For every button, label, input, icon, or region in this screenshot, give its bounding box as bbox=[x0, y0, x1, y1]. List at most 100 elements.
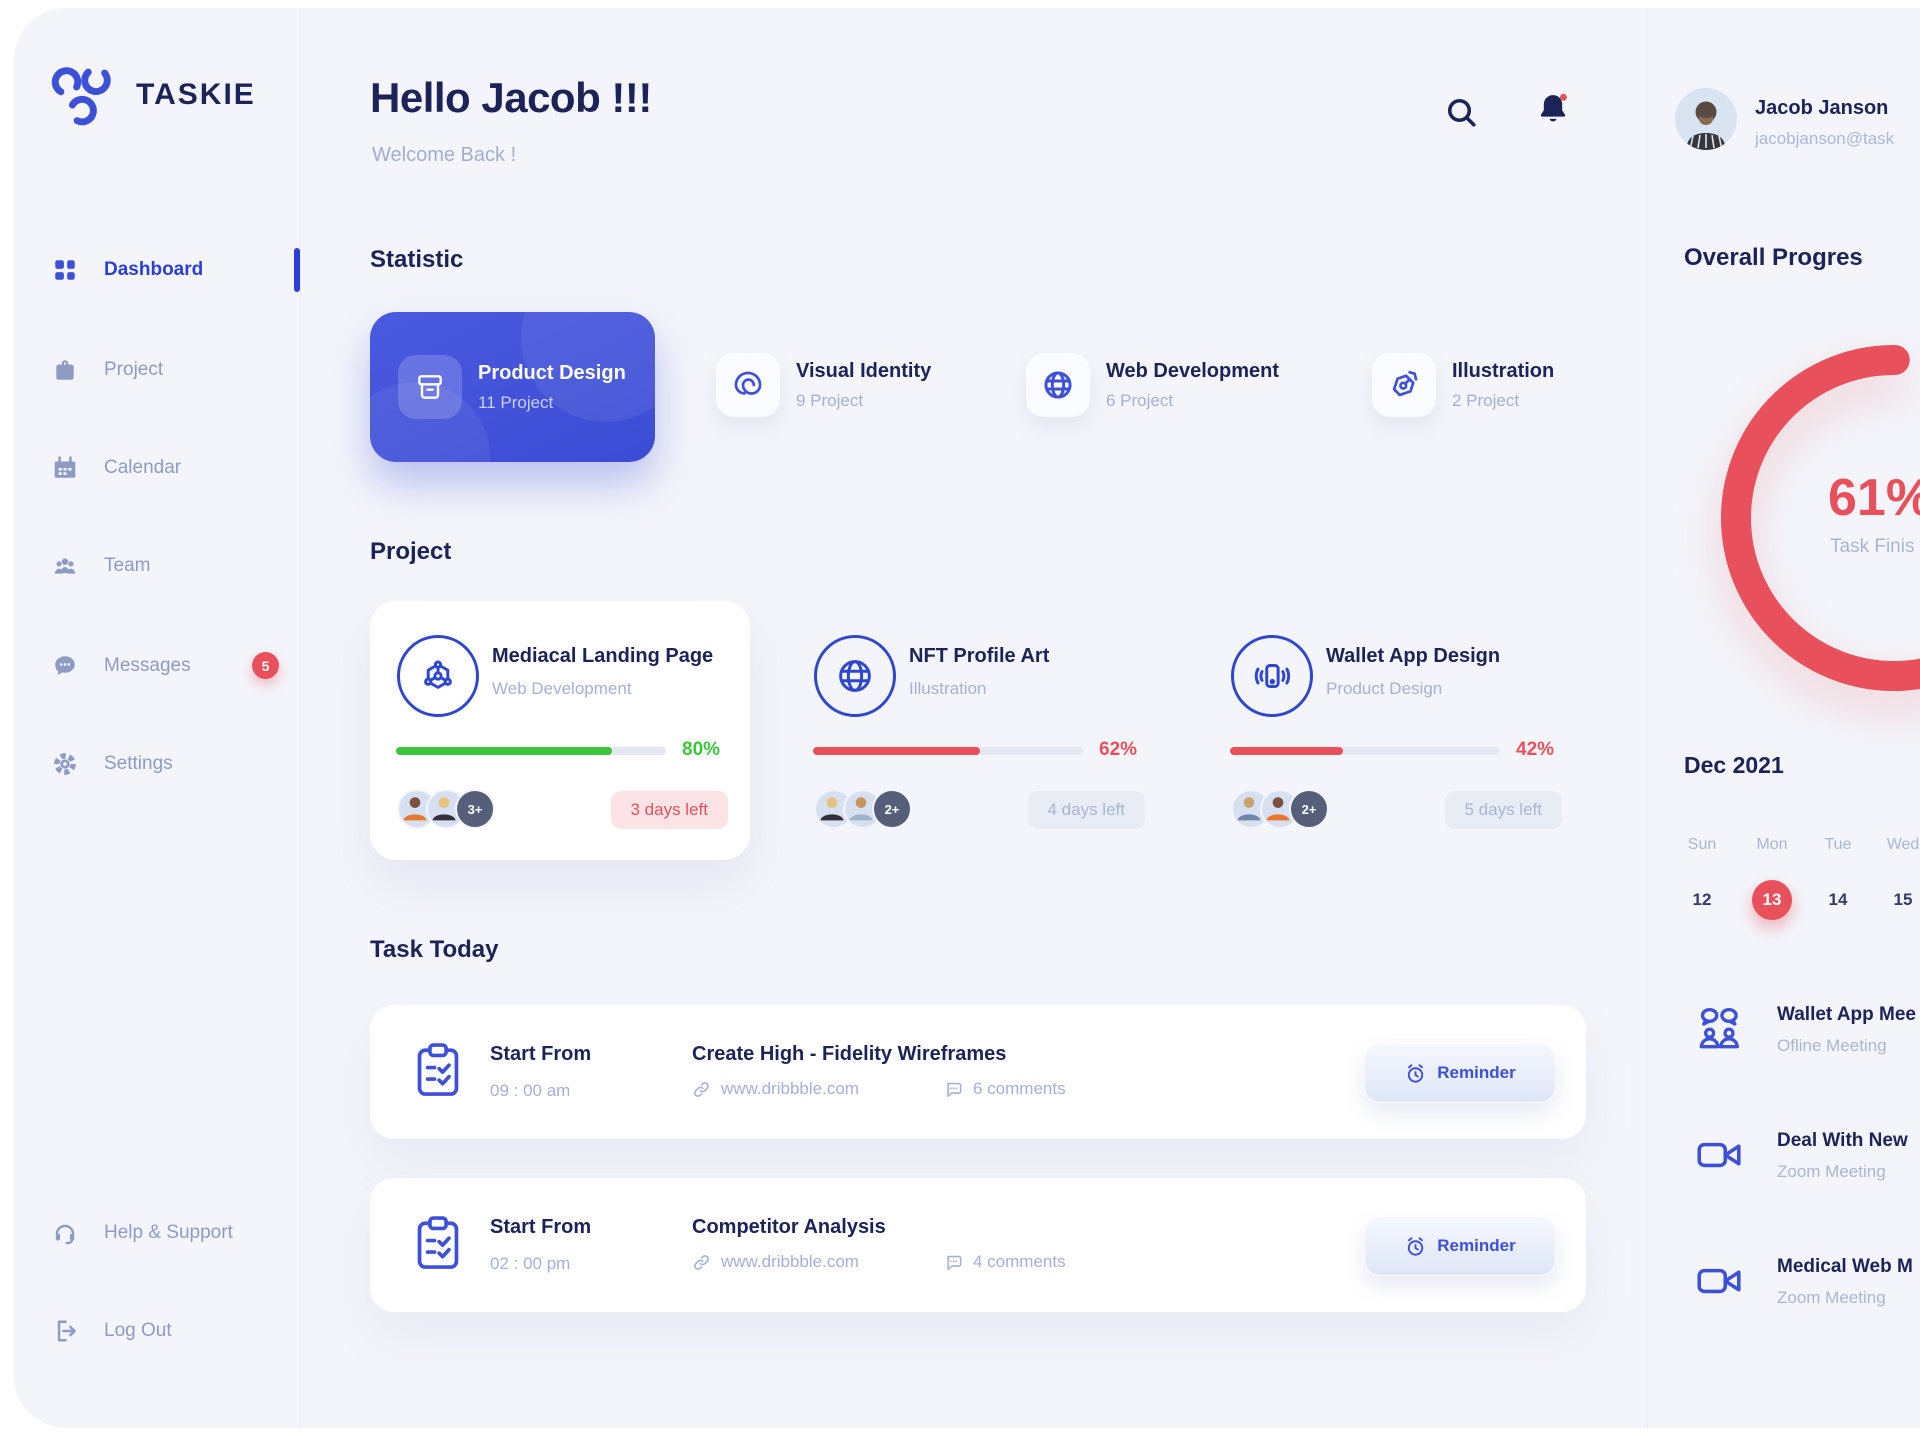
sidebar-item-label: Project bbox=[104, 359, 164, 380]
stat-card-title: Web Development bbox=[1106, 359, 1279, 382]
overall-progress-title: Overall Progres bbox=[1684, 244, 1863, 271]
task-start-label: Start From bbox=[490, 1216, 592, 1238]
avatar-group: 2+ bbox=[814, 789, 912, 829]
days-left-badge: 4 days left bbox=[1027, 791, 1145, 829]
avatar-group: 2+ bbox=[1231, 789, 1329, 829]
task-start-label: Start From bbox=[490, 1043, 592, 1065]
sidebar-item-label: Help & Support bbox=[104, 1222, 233, 1243]
taskie-logo-icon bbox=[44, 56, 122, 134]
progress-percent: 42% bbox=[1516, 739, 1555, 760]
task-link[interactable]: www.dribbble.com bbox=[692, 1079, 859, 1099]
task-link[interactable]: www.dribbble.com bbox=[692, 1252, 859, 1272]
days-left-badge: 5 days left bbox=[1444, 791, 1562, 829]
project-title: NFT Profile Art bbox=[909, 645, 1050, 667]
notifications-button[interactable] bbox=[1534, 90, 1572, 128]
active-item-indicator bbox=[294, 248, 300, 292]
people-chat-icon bbox=[1694, 1004, 1744, 1054]
calendar-date: 14 bbox=[1828, 890, 1848, 909]
progress-percent: 62% bbox=[1099, 739, 1138, 760]
sidebar-item-settings[interactable]: Settings bbox=[0, 738, 300, 790]
meeting-title: Deal With New bbox=[1777, 1130, 1908, 1151]
progress-track bbox=[1230, 747, 1500, 755]
user-avatar[interactable] bbox=[1675, 88, 1737, 150]
globe-wire-icon bbox=[814, 635, 896, 717]
project-card-mediacal-landing-page[interactable]: Mediacal Landing Page Web Development 80… bbox=[370, 601, 750, 860]
stat-card-count: 9 Project bbox=[796, 390, 864, 410]
task-link-text: www.dribbble.com bbox=[721, 1079, 859, 1098]
statistic-section-title: Statistic bbox=[370, 246, 464, 273]
meeting-title: Medical Web M bbox=[1777, 1256, 1913, 1277]
archive-box-icon bbox=[398, 355, 462, 419]
task-row[interactable]: Start From 09 : 00 am Create High - Fide… bbox=[370, 1005, 1586, 1139]
task-row[interactable]: Start From 02 : 00 pm Competitor Analysi… bbox=[370, 1178, 1586, 1312]
project-category: Illustration bbox=[909, 679, 987, 698]
meeting-subtitle: Zoom Meeting bbox=[1777, 1162, 1886, 1181]
comment-icon bbox=[944, 1253, 963, 1272]
sidebar-item-team[interactable]: Team bbox=[0, 540, 300, 592]
bell-icon bbox=[1534, 90, 1572, 128]
calendar-date-selected: 13 bbox=[1752, 880, 1792, 920]
stat-card-illustration[interactable]: Illustration 2 Project bbox=[1372, 353, 1554, 417]
chat-icon bbox=[52, 653, 78, 679]
calendar-day-tue-14[interactable]: Tue 14 bbox=[1810, 836, 1866, 920]
reminder-label: Reminder bbox=[1437, 1236, 1516, 1255]
task-today-section-title: Task Today bbox=[370, 936, 499, 963]
task-comments: 4 comments bbox=[944, 1252, 1066, 1272]
sidebar-item-label: Dashboard bbox=[104, 259, 204, 280]
grid-icon bbox=[52, 257, 78, 283]
calendar-day-wed-15[interactable]: Wed 15 bbox=[1875, 836, 1920, 920]
stat-card-title: Visual Identity bbox=[796, 359, 932, 382]
progress-fill bbox=[396, 747, 612, 755]
reminder-label: Reminder bbox=[1437, 1063, 1516, 1082]
overall-progress-caption: Task Finis bbox=[1830, 536, 1915, 557]
overall-progress-ring bbox=[1721, 345, 1920, 691]
project-section-title: Project bbox=[370, 538, 452, 565]
project-card-wallet-app-design[interactable]: Wallet App Design Product Design 42% 2+ … bbox=[1204, 601, 1584, 860]
search-icon bbox=[1443, 94, 1481, 130]
page-greeting: Hello Jacob !!! bbox=[370, 74, 652, 121]
project-title: Wallet App Design bbox=[1326, 645, 1501, 667]
logout-icon bbox=[52, 1318, 78, 1344]
clipboard-icon bbox=[410, 1214, 466, 1274]
calendar-day-sun-12[interactable]: Sun 12 bbox=[1674, 836, 1730, 920]
brand-name: TASKIE bbox=[136, 78, 256, 111]
sidebar-item-label: Log Out bbox=[104, 1320, 172, 1341]
search-button[interactable] bbox=[1443, 94, 1481, 132]
pen-tool-icon bbox=[1372, 353, 1436, 417]
project-card-nft-profile-art[interactable]: NFT Profile Art Illustration 62% 2+ 4 da… bbox=[787, 601, 1167, 860]
sidebar-item-messages[interactable]: Messages bbox=[0, 640, 300, 692]
stat-card-title: Product Design bbox=[478, 361, 626, 384]
stat-card-count: 6 Project bbox=[1106, 390, 1174, 410]
task-title: Competitor Analysis bbox=[692, 1216, 886, 1238]
progress-track bbox=[813, 747, 1083, 755]
link-icon bbox=[692, 1253, 711, 1272]
sidebar-item-logout[interactable]: Log Out bbox=[0, 1305, 300, 1357]
task-title: Create High - Fidelity Wireframes bbox=[692, 1043, 1007, 1065]
calendar-date: 15 bbox=[1893, 890, 1913, 909]
stat-card-web-development[interactable]: Web Development 6 Project bbox=[1026, 353, 1279, 417]
progress-track bbox=[396, 747, 666, 755]
sidebar-item-help-support[interactable]: Help & Support bbox=[0, 1207, 300, 1259]
task-comments: 6 comments bbox=[944, 1079, 1066, 1099]
comment-icon bbox=[944, 1080, 963, 1099]
user-email: jacobjanson@task bbox=[1755, 129, 1895, 148]
reminder-button[interactable]: Reminder bbox=[1364, 1216, 1556, 1276]
project-category: Product Design bbox=[1326, 679, 1443, 698]
sidebar-item-label: Calendar bbox=[104, 457, 182, 478]
stat-card-title: Illustration bbox=[1452, 359, 1555, 382]
brand-logo: TASKIE bbox=[44, 56, 256, 134]
progress-fill bbox=[813, 747, 981, 755]
sidebar-divider bbox=[300, 8, 301, 1428]
sidebar-item-dashboard[interactable]: Dashboard bbox=[0, 244, 300, 296]
briefcase-icon bbox=[52, 357, 78, 383]
stat-card-product-design[interactable]: Product Design 11 Project bbox=[370, 312, 655, 462]
stat-card-visual-identity[interactable]: Visual Identity 9 Project bbox=[716, 353, 931, 417]
link-icon bbox=[692, 1080, 711, 1099]
calendar-dow: Tue bbox=[1824, 836, 1852, 853]
video-camera-icon bbox=[1694, 1256, 1744, 1306]
sidebar-item-calendar[interactable]: Calendar bbox=[0, 442, 300, 494]
sidebar-item-project[interactable]: Project bbox=[0, 344, 300, 396]
calendar-day-mon-13[interactable]: Mon 13 bbox=[1744, 836, 1800, 920]
gear-icon bbox=[52, 751, 78, 777]
reminder-button[interactable]: Reminder bbox=[1364, 1043, 1556, 1103]
